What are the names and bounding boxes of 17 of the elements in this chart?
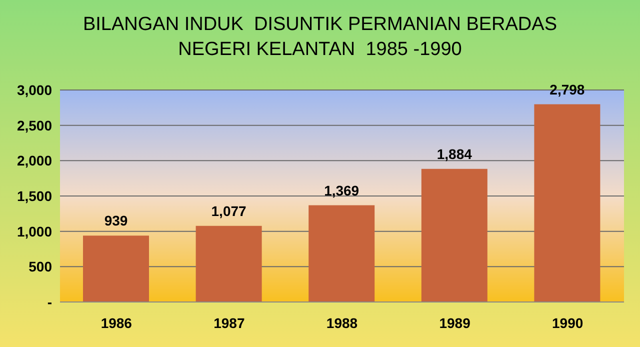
x-tick-label: 1986 xyxy=(100,314,132,331)
chart-title: BILANGAN INDUK DISUNTIK PERMANIAN BERADAS NEGERI KELANTAN 1985 -1990 xyxy=(82,13,558,62)
y-tick-label: - xyxy=(47,294,52,310)
y-tick-label: 1,000 xyxy=(16,223,52,240)
x-tick-label: 1989 xyxy=(439,314,471,331)
data-label: 1,077 xyxy=(211,202,247,219)
data-label: 1,369 xyxy=(324,182,360,198)
y-tick-label: 2,000 xyxy=(16,152,52,169)
y-tick-label: 500 xyxy=(28,258,52,275)
y-tick-label: 2,500 xyxy=(16,117,52,134)
data-label: 1,884 xyxy=(436,146,472,162)
y-tick-label: 1,500 xyxy=(16,188,52,204)
x-tick-label: 1990 xyxy=(552,314,584,331)
y-tick-label: 3,000 xyxy=(16,82,52,98)
x-tick-label: 1987 xyxy=(214,314,245,331)
x-tick-label: 1988 xyxy=(326,314,358,331)
data-label: 939 xyxy=(104,212,128,229)
